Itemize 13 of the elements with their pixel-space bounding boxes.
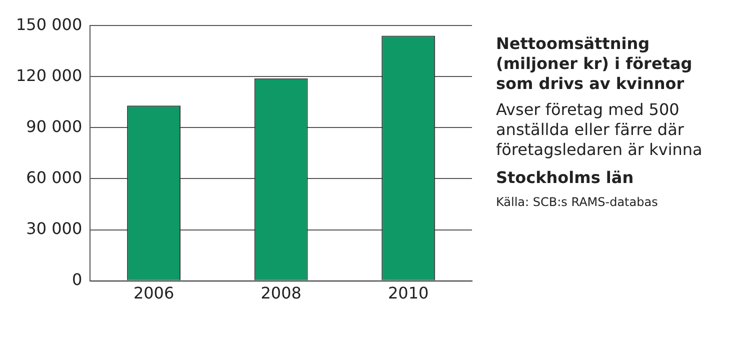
text: Stockholms län xyxy=(496,168,635,187)
y-tick-label: 90 000 xyxy=(26,116,82,136)
x-tick-label: 2008 xyxy=(260,284,302,303)
y-tick-label: 30 000 xyxy=(26,218,82,238)
y-tick-label: 150 000 xyxy=(16,14,82,34)
text: Nettoomsättning (miljoner kr) i företag som drivs av kvinnor xyxy=(496,34,694,94)
text: Källa: SCB:s RAMS-databas xyxy=(496,195,659,209)
x-tick-label: 2006 xyxy=(133,284,174,303)
x-tick-label: 2010 xyxy=(388,284,429,303)
y-tick-label: 120 000 xyxy=(16,66,82,85)
text: Avser företag med 500 anställda eller färre där företagsledaren är kvinna xyxy=(496,100,704,160)
y-tick-label: 0 xyxy=(72,270,82,289)
y-tick-label: 60 000 xyxy=(26,168,82,187)
